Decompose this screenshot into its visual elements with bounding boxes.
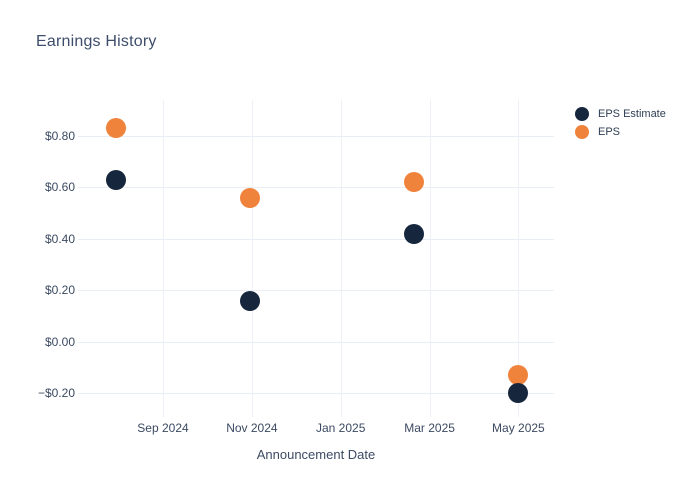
legend-item-eps: EPS bbox=[575, 124, 666, 139]
eps-estimate-point[interactable] bbox=[105, 169, 126, 190]
x-axis-title: Announcement Date bbox=[256, 447, 376, 462]
y-tick-label: $0.20 bbox=[44, 283, 75, 298]
eps-point[interactable] bbox=[404, 172, 424, 193]
x-gridline bbox=[163, 100, 164, 417]
y-gridline bbox=[78, 393, 554, 394]
y-tick-label: $0.60 bbox=[44, 180, 75, 195]
y-gridline bbox=[78, 290, 554, 292]
y-tick-label: $0.40 bbox=[44, 231, 75, 246]
x-gridline bbox=[251, 100, 253, 417]
y-gridline bbox=[78, 136, 554, 137]
eps-estimate-point[interactable] bbox=[404, 223, 424, 244]
y-gridline bbox=[78, 187, 554, 189]
eps-estimate-point[interactable] bbox=[240, 290, 261, 311]
eps-point[interactable] bbox=[240, 187, 261, 208]
x-gridline bbox=[518, 100, 520, 417]
x-tick-label: Sep 2024 bbox=[137, 421, 189, 435]
y-gridline bbox=[78, 341, 554, 343]
x-gridline bbox=[429, 100, 431, 417]
eps-marker-icon bbox=[575, 124, 589, 139]
x-tick-label: Jan 2025 bbox=[315, 421, 366, 435]
legend: EPS Estimate EPS bbox=[575, 106, 666, 139]
legend-label-eps-estimate: EPS Estimate bbox=[598, 107, 666, 120]
eps-point[interactable] bbox=[508, 365, 529, 385]
y-tick-label: −$0.20 bbox=[37, 386, 75, 400]
x-gridline bbox=[340, 100, 342, 417]
eps-estimate-marker-icon bbox=[575, 106, 589, 121]
y-tick-label: $0.80 bbox=[44, 129, 75, 143]
x-tick-label: Mar 2025 bbox=[404, 421, 455, 435]
eps-estimate-point[interactable] bbox=[508, 383, 529, 403]
y-gridline bbox=[78, 238, 554, 240]
x-tick-label: May 2025 bbox=[492, 421, 545, 435]
legend-label-eps: EPS bbox=[598, 125, 621, 138]
legend-item-eps-estimate: EPS Estimate bbox=[575, 106, 666, 121]
x-tick-label: Nov 2024 bbox=[226, 421, 278, 435]
eps-point[interactable] bbox=[105, 118, 126, 139]
y-tick-label: $0.00 bbox=[44, 334, 75, 349]
chart-title: Earnings History bbox=[36, 33, 157, 50]
